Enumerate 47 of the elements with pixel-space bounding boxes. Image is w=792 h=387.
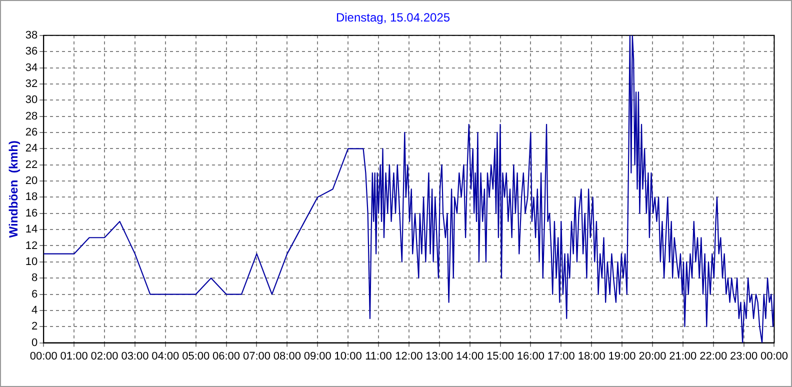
y-tick-label: 8	[32, 272, 38, 284]
x-tick-label: 09:00	[304, 350, 332, 362]
x-tick-label: 19:00	[608, 350, 636, 362]
x-tick-label: 15:00	[486, 350, 514, 362]
chart-title: Dienstag, 15.04.2025	[336, 10, 450, 25]
y-tick-label: 16	[25, 207, 38, 220]
x-tick-label: 00:00	[760, 350, 788, 362]
y-tick-label: 32	[25, 78, 38, 90]
y-tick-label: 0	[32, 336, 38, 349]
x-tick-label: 22:00	[700, 350, 728, 362]
x-tick-label: 04:00	[152, 350, 180, 362]
x-tick-label: 06:00	[212, 350, 240, 362]
x-tick-label: 21:00	[669, 350, 697, 362]
x-tick-label: 11:00	[365, 350, 392, 362]
y-tick-label: 20	[25, 175, 38, 188]
x-tick-label: 13:00	[426, 350, 454, 362]
y-tick-label: 14	[25, 224, 38, 236]
x-tick-label: 23:00	[730, 350, 758, 362]
x-tick-label: 03:00	[121, 350, 149, 362]
x-tick-label: 20:00	[638, 350, 666, 362]
x-tick-label: 12:00	[395, 350, 423, 362]
x-tick-label: 00:00	[30, 350, 58, 362]
y-tick-label: 26	[25, 126, 38, 139]
x-tick-label: 18:00	[578, 350, 606, 362]
y-tick-label: 4	[32, 304, 38, 316]
y-tick-label: 10	[25, 256, 38, 268]
x-tick-label: 02:00	[90, 350, 118, 362]
x-tick-label: 16:00	[516, 350, 544, 362]
y-tick-label: 36	[25, 46, 38, 58]
y-axis-title: Windböen (kmh)	[6, 140, 21, 238]
x-tick-label: 01:00	[60, 350, 88, 362]
y-tick-label: 28	[25, 110, 38, 122]
x-tick-label: 14:00	[456, 350, 484, 362]
y-tick-label: 18	[25, 191, 38, 204]
y-tick-label: 34	[25, 62, 38, 74]
y-tick-label: 38	[25, 29, 38, 42]
y-tick-label: 22	[25, 158, 38, 171]
y-tick-label: 30	[25, 94, 38, 106]
y-tick-label: 6	[32, 288, 38, 300]
x-tick-label: 10:00	[334, 350, 362, 362]
x-tick-label: 07:00	[242, 350, 270, 362]
y-tick-label: 2	[32, 320, 38, 333]
x-tick-label: 08:00	[273, 350, 301, 362]
x-tick-label: 17:00	[547, 350, 575, 362]
x-tick-label: 05:00	[182, 350, 210, 362]
y-tick-label: 12	[25, 240, 38, 252]
y-tick-label: 24	[25, 142, 38, 155]
